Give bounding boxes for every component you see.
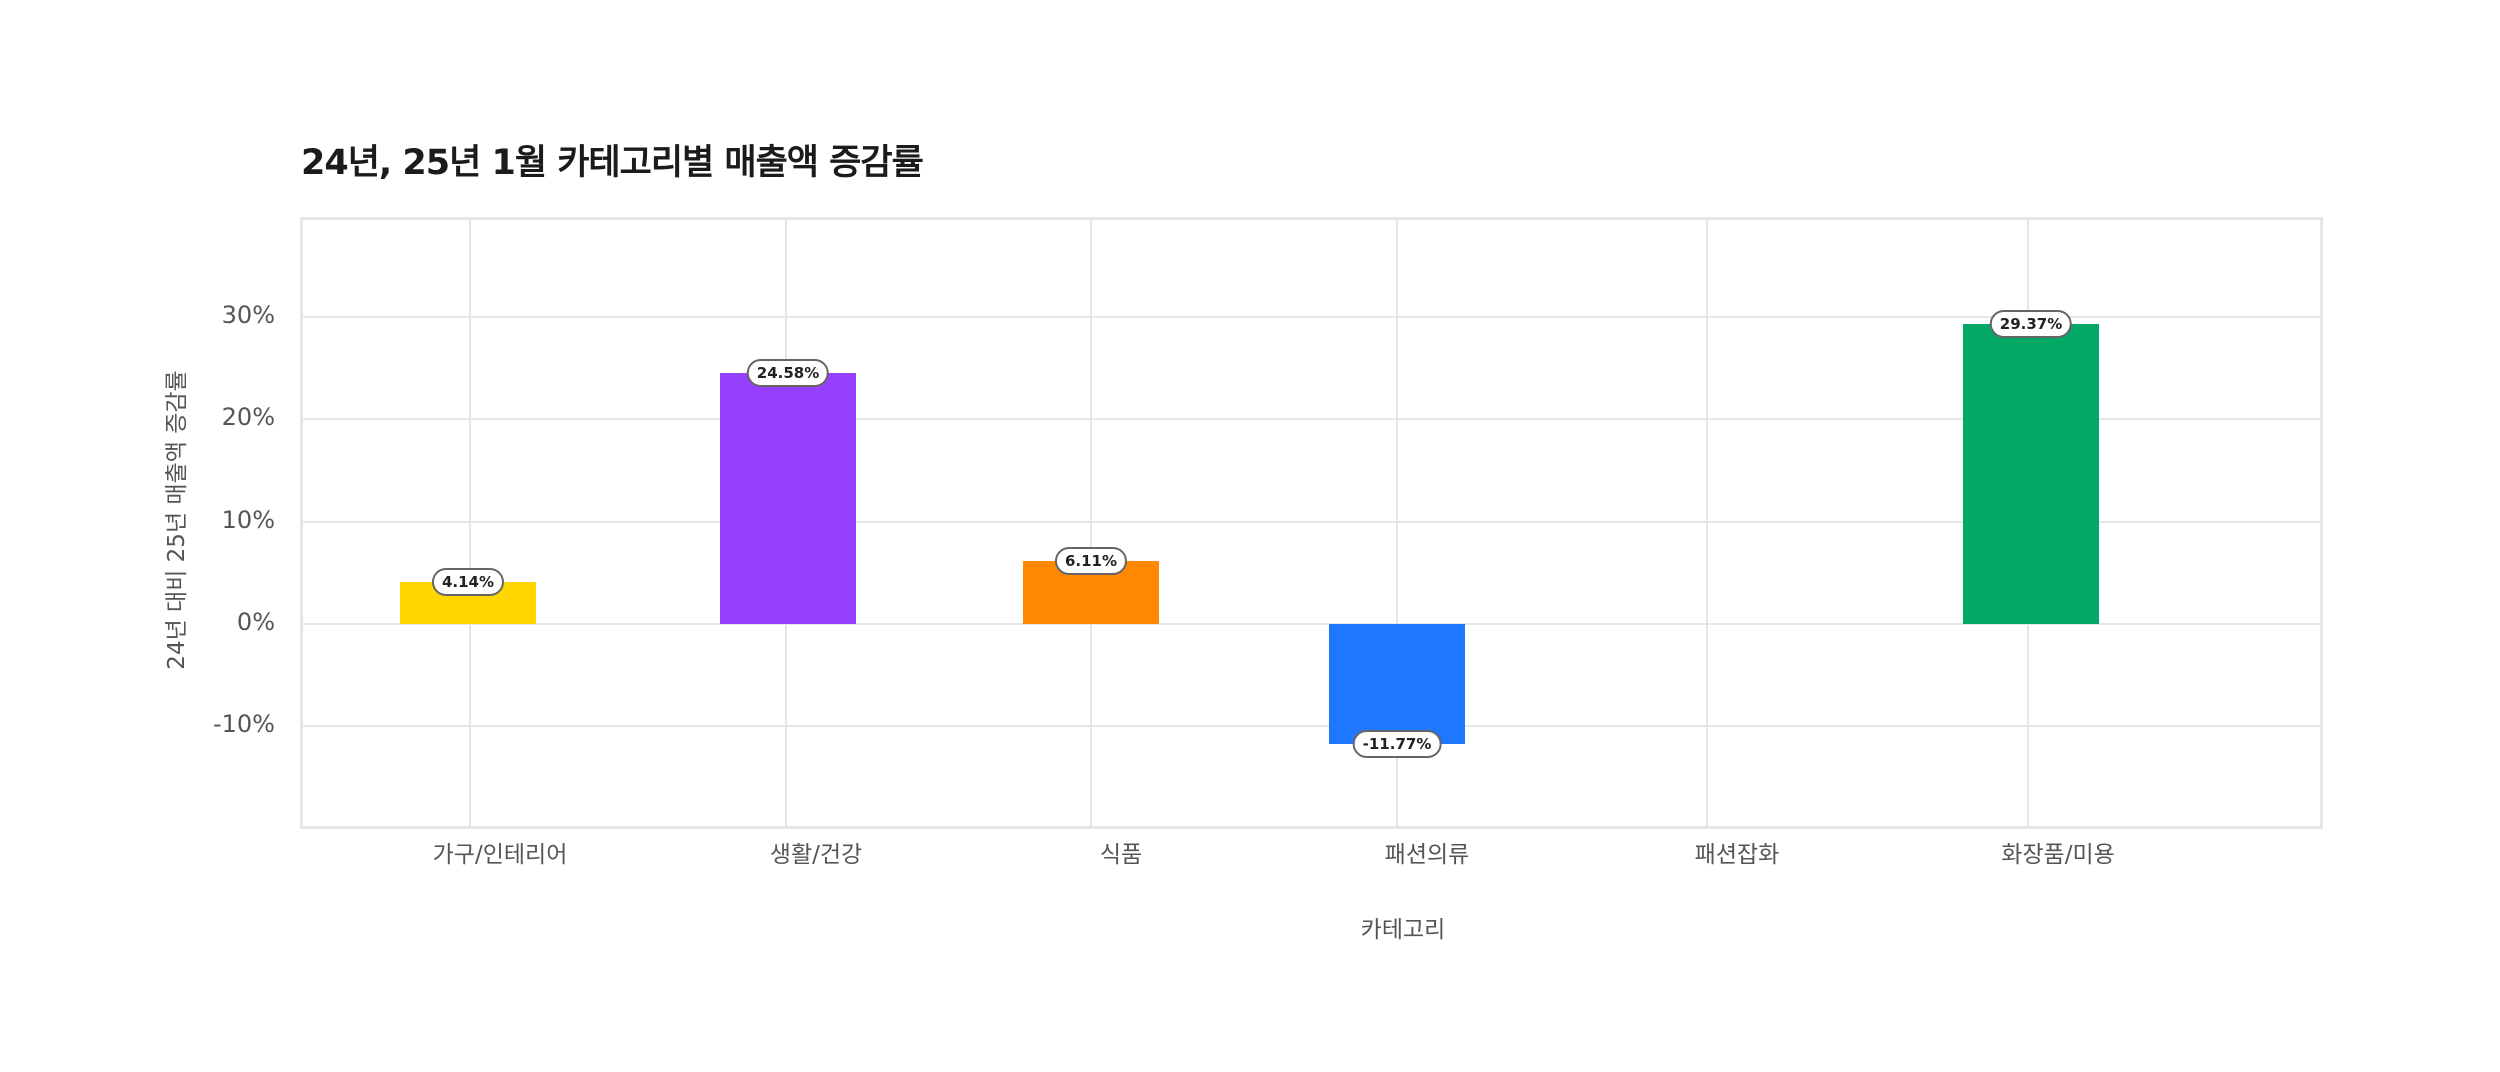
x-tick-label: 가구/인테리어 bbox=[432, 842, 568, 868]
grid-line-vertical bbox=[1706, 220, 1708, 826]
bar bbox=[1329, 624, 1465, 745]
x-tick-label: 화장품/미용 bbox=[2001, 842, 2115, 868]
y-tick-label: 30% bbox=[221, 301, 275, 330]
data-label: 4.14% bbox=[431, 567, 505, 596]
grid-line-vertical bbox=[1396, 220, 1398, 826]
grid-line-horizontal bbox=[303, 623, 2320, 625]
data-label: -11.77% bbox=[1352, 730, 1442, 759]
y-axis-label: 24년 대비 25년 매출액 증감률 bbox=[164, 370, 190, 670]
x-tick-label: 생활/건강 bbox=[769, 842, 863, 868]
grid-line-vertical bbox=[469, 220, 471, 826]
y-tick-label: 0% bbox=[236, 608, 275, 636]
y-tick-label: -10% bbox=[212, 710, 275, 739]
x-tick-label: 패션잡화 bbox=[1694, 842, 1780, 868]
grid-line-horizontal bbox=[303, 725, 2320, 728]
data-label: 24.58% bbox=[746, 358, 830, 387]
x-tick-label: 패션의류 bbox=[1384, 842, 1470, 868]
x-axis-label: 카테고리 bbox=[1360, 917, 1446, 943]
grid-line-vertical bbox=[1090, 220, 1092, 826]
data-label: 6.11% bbox=[1054, 547, 1128, 576]
y-tick-label: 20% bbox=[221, 403, 275, 432]
y-tick-label: 10% bbox=[221, 505, 275, 534]
grid-line-horizontal bbox=[303, 418, 2320, 421]
grid-line-horizontal bbox=[303, 316, 2320, 319]
bar bbox=[720, 372, 856, 624]
bar bbox=[1963, 323, 2099, 624]
data-label: 29.37% bbox=[1989, 309, 2073, 338]
grid-line-horizontal bbox=[303, 520, 2320, 523]
x-tick-label: 식품 bbox=[1099, 842, 1143, 868]
chart-title: 24년, 25년 1월 카테고리별 매출액 증감률 bbox=[301, 143, 924, 183]
